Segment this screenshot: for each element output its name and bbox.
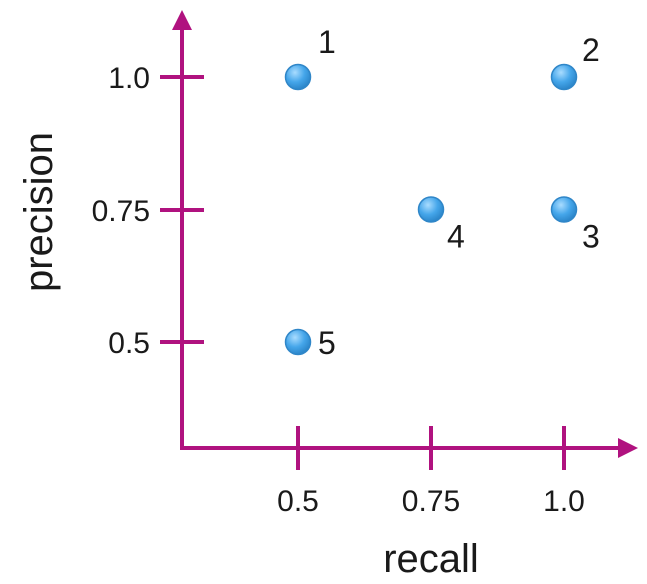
y-tick-label: 0.75	[92, 195, 150, 228]
x-tick-label: 0.5	[277, 485, 319, 518]
data-point-label: 3	[582, 219, 600, 255]
data-point-label: 1	[318, 24, 336, 60]
y-tick-label: 0.5	[108, 327, 150, 360]
data-point-label: 5	[318, 325, 336, 361]
data-point-1	[284, 63, 312, 91]
x-axis-arrow-icon	[618, 438, 638, 458]
data-point-2	[550, 63, 578, 91]
x-tick-label: 1.0	[543, 485, 585, 518]
y-axis-arrow-icon	[172, 10, 192, 30]
data-point-5	[284, 328, 312, 356]
data-point-label: 2	[582, 32, 600, 68]
data-point-4	[417, 196, 445, 223]
x-tick-label: 0.75	[402, 485, 460, 518]
data-point-label: 4	[447, 219, 465, 255]
y-tick-label: 1.0	[108, 62, 150, 95]
data-points: 1 2 3 4 5	[284, 24, 600, 361]
x-axis-title: recall	[383, 537, 479, 581]
data-point-3	[550, 196, 578, 223]
y-axis-title: precision	[17, 132, 61, 292]
